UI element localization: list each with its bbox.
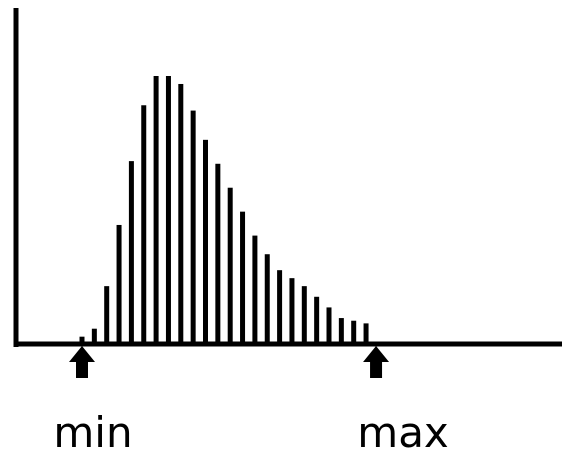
histogram-bar	[165, 76, 171, 342]
up-arrow-icon	[363, 346, 390, 378]
max-label: max	[357, 408, 449, 451]
histogram-bar	[289, 278, 295, 342]
max-arrow-icon	[363, 346, 390, 378]
histogram-bar	[128, 161, 134, 342]
histogram-bar	[116, 224, 122, 342]
histogram-bar	[104, 286, 110, 342]
histogram-bar	[277, 270, 283, 342]
bars-group	[79, 76, 369, 342]
histogram-bar	[314, 296, 320, 342]
histogram-bar	[91, 328, 97, 342]
min-arrow-icon	[69, 346, 95, 378]
histogram-bar	[326, 307, 332, 342]
histogram-bar	[252, 235, 258, 342]
histogram-bar	[351, 320, 357, 342]
histogram-bar	[338, 318, 344, 342]
histogram-bar	[178, 83, 184, 342]
histogram-bar	[363, 323, 369, 342]
histogram-bar	[141, 105, 147, 342]
histogram-bar	[79, 336, 85, 342]
up-arrow-icon	[69, 346, 95, 378]
min-label: min	[53, 408, 132, 451]
histogram-bar	[264, 254, 270, 342]
histogram-bar	[190, 110, 196, 342]
histogram-bar	[153, 76, 159, 342]
histogram-bar	[240, 211, 246, 342]
histogram-bar	[215, 163, 221, 342]
histogram-bar	[227, 187, 233, 342]
histogram-bar	[203, 139, 208, 342]
histogram-bar	[301, 286, 307, 342]
